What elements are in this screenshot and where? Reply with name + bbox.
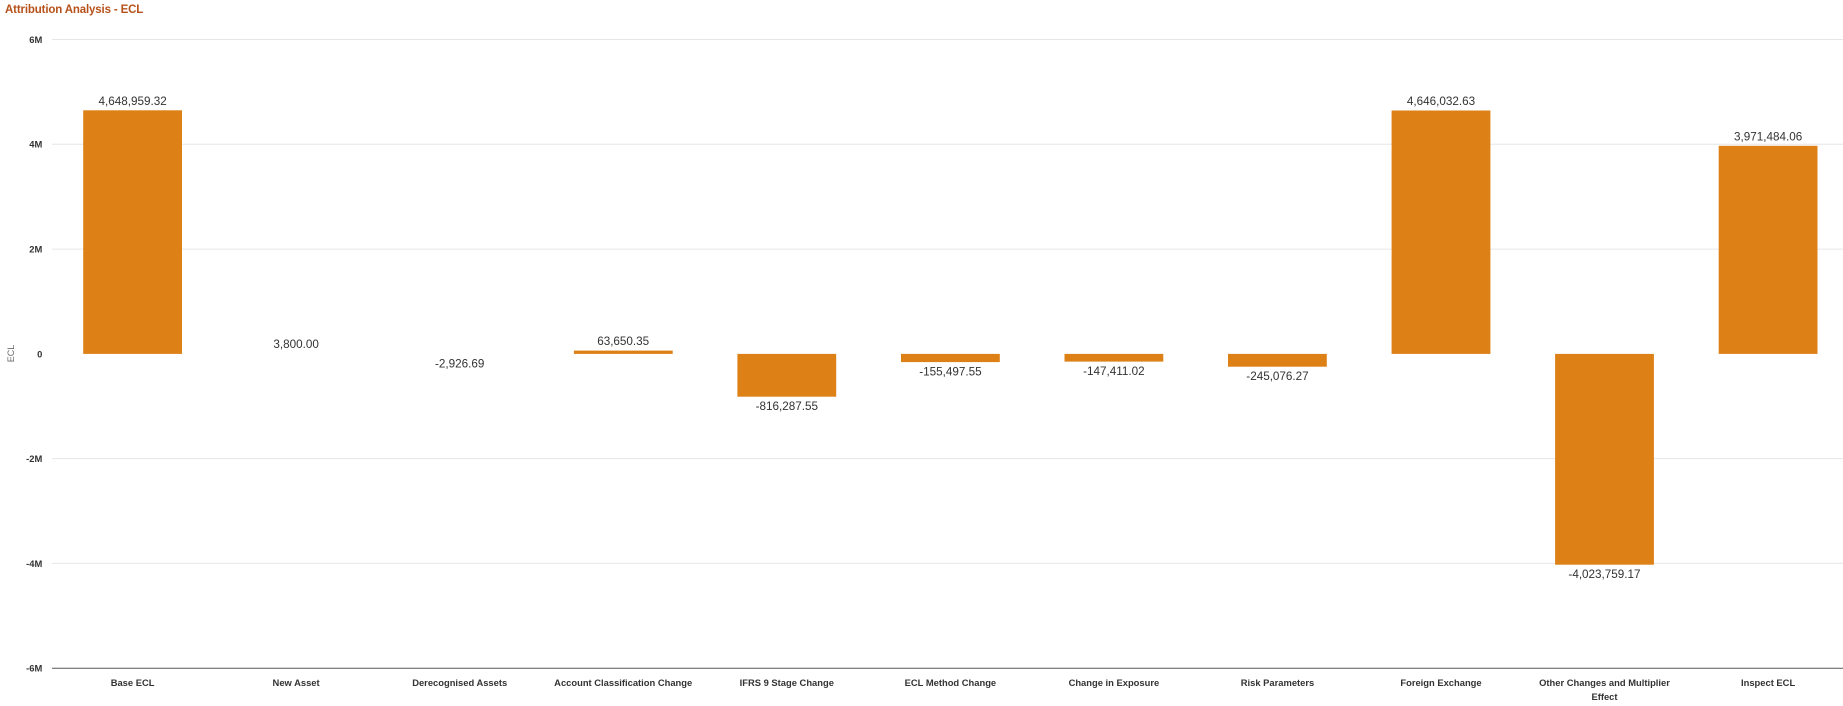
svg-text:New Asset: New Asset — [273, 677, 320, 688]
svg-text:3,971,484.06: 3,971,484.06 — [1734, 130, 1802, 143]
svg-text:0: 0 — [37, 348, 42, 359]
svg-text:Account Classification Change: Account Classification Change — [554, 677, 692, 688]
svg-text:4,646,032.63: 4,646,032.63 — [1407, 95, 1475, 108]
svg-text:Foreign Exchange: Foreign Exchange — [1400, 677, 1481, 688]
svg-text:4M: 4M — [29, 139, 42, 150]
svg-text:-2M: -2M — [26, 453, 42, 464]
svg-text:-4,023,759.17: -4,023,759.17 — [1568, 568, 1640, 581]
svg-text:63,650.35: 63,650.35 — [597, 335, 649, 348]
svg-text:-2,926.69: -2,926.69 — [435, 358, 484, 371]
svg-text:Attribution Analysis - ECL: Attribution Analysis - ECL — [5, 4, 143, 16]
svg-text:6M: 6M — [29, 34, 42, 45]
svg-text:-147,411.02: -147,411.02 — [1083, 365, 1145, 378]
svg-text:3,800.00: 3,800.00 — [273, 338, 319, 351]
svg-text:-4M: -4M — [26, 558, 42, 569]
svg-text:Effect: Effect — [1591, 691, 1617, 702]
svg-text:ECL: ECL — [6, 345, 16, 363]
svg-text:Derecognised Assets: Derecognised Assets — [412, 677, 507, 688]
svg-text:Base ECL: Base ECL — [111, 677, 155, 688]
svg-text:4,648,959.32: 4,648,959.32 — [98, 95, 166, 108]
svg-text:-6M: -6M — [26, 663, 42, 674]
svg-text:ECL Method Change: ECL Method Change — [905, 677, 997, 688]
svg-text:Inspect ECL: Inspect ECL — [1741, 677, 1795, 688]
svg-text:-155,497.55: -155,497.55 — [919, 366, 982, 379]
svg-text:Other Changes and Multiplier: Other Changes and Multiplier — [1539, 677, 1670, 688]
svg-text:-245,076.27: -245,076.27 — [1246, 370, 1308, 383]
svg-text:Change in Exposure: Change in Exposure — [1069, 677, 1160, 688]
svg-text:Risk Parameters: Risk Parameters — [1241, 677, 1315, 688]
svg-text:2M: 2M — [29, 244, 42, 255]
svg-text:IFRS 9 Stage Change: IFRS 9 Stage Change — [740, 677, 834, 688]
svg-text:-816,287.55: -816,287.55 — [756, 400, 819, 413]
